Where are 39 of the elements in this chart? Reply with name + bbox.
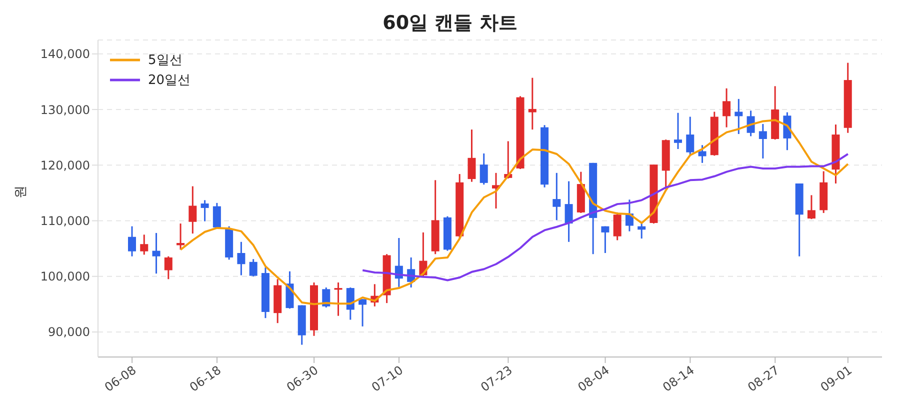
candlestick: [480, 152, 488, 186]
candlestick: [674, 112, 682, 150]
candlestick: [140, 234, 148, 256]
y-tick-label: 140,000: [40, 47, 90, 62]
candlestick: [164, 256, 172, 280]
y-tick-label: 90,000: [48, 325, 90, 340]
candlestick: [358, 298, 367, 328]
y-tick-label: 110,000: [40, 214, 90, 228]
candlestick: [200, 199, 209, 222]
y-tick-label: 100,000: [40, 270, 90, 284]
candlestick: [188, 186, 197, 234]
candlestick: [807, 194, 816, 220]
candlestick: [128, 226, 136, 258]
chart-title: 60일 캔들 차트: [382, 11, 518, 36]
legend-label: 5일선: [148, 52, 182, 69]
y-tick-label: 120,000: [40, 158, 90, 172]
candlestick: [237, 241, 246, 276]
candlestick: [638, 221, 646, 240]
candlestick: [528, 77, 536, 130]
candlestick: [212, 202, 221, 229]
candlestick: [552, 172, 561, 221]
y-axis-title: 원: [14, 186, 29, 198]
candlestick: [564, 180, 573, 243]
candlestick: [698, 144, 706, 164]
candlestick: [334, 282, 342, 317]
legend-label: 20일선: [148, 72, 191, 89]
candlestick: [322, 286, 330, 308]
y-tick-label: 130,000: [40, 102, 90, 117]
candlestick: [686, 116, 694, 156]
candlestick: [152, 232, 160, 274]
candlestick: [758, 123, 767, 160]
line-series: [362, 153, 849, 282]
candlestick: [249, 258, 258, 278]
candlestick: [734, 98, 743, 135]
candlestick: [722, 88, 731, 128]
candlestick: [176, 222, 185, 250]
candlestick: [613, 212, 622, 241]
candlestick: [601, 226, 610, 254]
candlestick: [468, 128, 476, 183]
